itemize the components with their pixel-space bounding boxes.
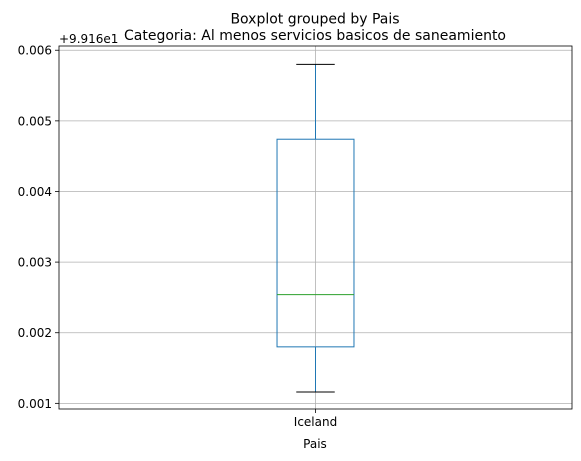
y-tick-label: 0.001 (18, 397, 52, 411)
plot-frame (58, 45, 573, 410)
box-elements (276, 63, 355, 393)
y-tick-label: 0.006 (18, 44, 52, 58)
x-tick-label: Iceland (294, 415, 337, 429)
y-tick-label: 0.002 (18, 326, 52, 340)
axes: 0.001 0.002 0.003 0.004 0.005 0.006 Iceland (18, 44, 573, 429)
chart-suptitle: Boxplot grouped by Pais (230, 12, 399, 28)
iqr-box (276, 138, 355, 348)
y-tick-label: 0.003 (18, 256, 52, 270)
x-axis-label: Pais (303, 437, 327, 451)
y-tick-label: 0.005 (18, 114, 52, 128)
y-axis-offset-text: +9.916e1 (59, 32, 118, 46)
chart-title: Categoria: Al menos servicios basicos de… (124, 28, 506, 44)
y-tick-label: 0.004 (18, 185, 52, 199)
